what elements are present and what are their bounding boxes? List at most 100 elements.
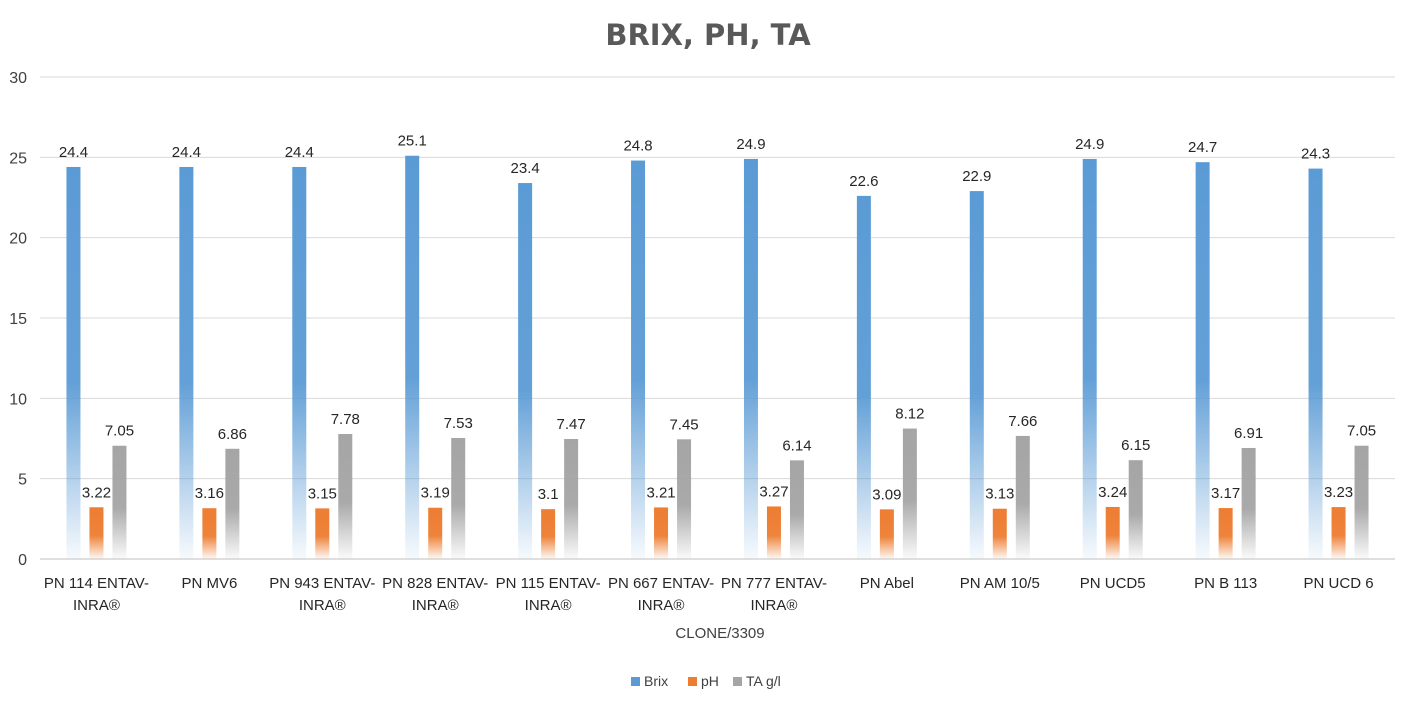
y-tick-label: 10: [9, 391, 27, 408]
category-label: INRA®: [299, 597, 346, 614]
data-label: 3.22: [82, 484, 111, 501]
data-label: 3.15: [308, 485, 337, 502]
data-label: 24.9: [1075, 136, 1104, 153]
y-tick-label: 15: [9, 311, 27, 328]
data-label: 6.15: [1121, 437, 1150, 454]
data-label: 7.66: [1008, 413, 1037, 430]
data-label: 3.16: [195, 485, 224, 502]
data-label: 7.05: [105, 423, 134, 440]
bar-ta-g-l: [677, 439, 692, 559]
bar-ph: [202, 508, 217, 559]
bar-ta-g-l: [1128, 460, 1143, 559]
category-label: INRA®: [638, 597, 685, 614]
data-label: 7.78: [331, 411, 360, 428]
data-label: 3.09: [872, 486, 901, 503]
data-label: 7.05: [1347, 423, 1376, 440]
category-label: PN Abel: [860, 575, 914, 592]
bar-brix: [631, 160, 646, 559]
data-label: 3.27: [759, 483, 788, 500]
legend-entry: TA g/l: [746, 673, 781, 689]
data-label: 22.6: [849, 173, 878, 190]
bar-brix: [518, 183, 533, 560]
bar-ph: [879, 509, 894, 559]
data-label: 3.1: [538, 486, 559, 503]
category-label: PN UCD 6: [1304, 575, 1374, 592]
bar-ta-g-l: [451, 438, 466, 559]
category-label: PN 115 ENTAV-: [496, 575, 601, 592]
category-label: PN MV6: [181, 575, 237, 592]
data-label: 6.86: [218, 426, 247, 443]
category-label: PN 667 ENTAV-: [608, 575, 714, 592]
data-label: 24.4: [285, 144, 314, 161]
bars: [66, 155, 1369, 560]
bar-ph: [992, 508, 1007, 559]
data-label: 24.3: [1301, 146, 1330, 163]
bar-ta-g-l: [338, 434, 353, 559]
bar-ph: [1331, 507, 1346, 559]
data-label: 6.14: [782, 437, 811, 454]
bar-ph: [654, 507, 669, 559]
category-label: PN 943 ENTAV-: [269, 575, 375, 592]
y-tick-label: 5: [18, 472, 27, 489]
data-label: 6.91: [1234, 425, 1263, 442]
gridlines: [40, 76, 1395, 560]
legend-swatch: [688, 677, 697, 686]
legend-swatch: [631, 677, 640, 686]
bar-ta-g-l: [1354, 445, 1369, 559]
category-label: INRA®: [525, 597, 572, 614]
category-label: PN B 113: [1194, 575, 1257, 592]
data-label: 24.4: [59, 144, 88, 161]
bar-ta-g-l: [1241, 447, 1256, 559]
bar-brix: [1082, 158, 1097, 559]
y-tick-label: 25: [9, 150, 27, 167]
data-label: 8.12: [895, 406, 924, 423]
bar-brix: [969, 191, 984, 559]
legend-swatch: [733, 677, 742, 686]
bar-ph: [1105, 506, 1120, 559]
legend: Brix pH TA g/l: [631, 673, 781, 689]
data-label: 3.21: [646, 484, 675, 501]
bar-ph: [428, 507, 443, 559]
bar-ph: [541, 509, 556, 559]
data-labels: 24.4 24.4 24.4 25.1 23.4 24.8 24.9 22.6 22.9 24.9…: [59, 133, 1376, 504]
data-label: 3.23: [1324, 484, 1353, 501]
data-label: 22.9: [962, 168, 991, 185]
bar-brix: [405, 155, 420, 559]
y-tick-label: 30: [9, 70, 27, 87]
chart-title: BRIX, PH, TA: [605, 18, 811, 52]
category-label: INRA®: [751, 597, 798, 614]
bar-ta-g-l: [112, 445, 127, 559]
data-label: 3.17: [1211, 485, 1240, 502]
bar-ph: [1218, 508, 1233, 559]
data-label: 24.7: [1188, 139, 1217, 156]
bar-ph: [315, 508, 330, 559]
bar-ph: [766, 506, 781, 559]
category-label: PN UCD5: [1080, 575, 1146, 592]
data-label: 24.9: [736, 136, 765, 153]
bar-brix: [743, 158, 758, 559]
bar-brix: [1195, 162, 1210, 560]
bar-ta-g-l: [225, 448, 240, 559]
bar-brix: [179, 166, 194, 559]
y-tick-label: 20: [9, 231, 27, 248]
bar-ta-g-l: [902, 428, 917, 559]
data-label: 23.4: [511, 160, 540, 177]
bar-ta-g-l: [789, 460, 804, 559]
data-label: 7.47: [557, 416, 586, 433]
data-label: 24.8: [623, 138, 652, 155]
bar-ta-g-l: [1015, 435, 1030, 559]
category-label: PN 828 ENTAV-: [382, 575, 488, 592]
category-label: PN AM 10/5: [960, 575, 1040, 592]
data-label: 3.13: [985, 486, 1014, 503]
data-label: 24.4: [172, 144, 201, 161]
x-axis-title: CLONE/3309: [675, 625, 764, 642]
data-label: 25.1: [398, 133, 427, 150]
category-label: PN 114 ENTAV-: [44, 575, 149, 592]
legend-entry: pH: [701, 673, 719, 689]
y-axis: 0 5 10 15 20 25 30: [9, 70, 27, 569]
bar-brix: [292, 166, 307, 559]
x-axis: PN 114 ENTAV- INRA® PN MV6 PN 943 ENTAV- INR…: [40, 558, 1395, 614]
category-label: INRA®: [412, 597, 459, 614]
bar-brix: [856, 195, 871, 560]
